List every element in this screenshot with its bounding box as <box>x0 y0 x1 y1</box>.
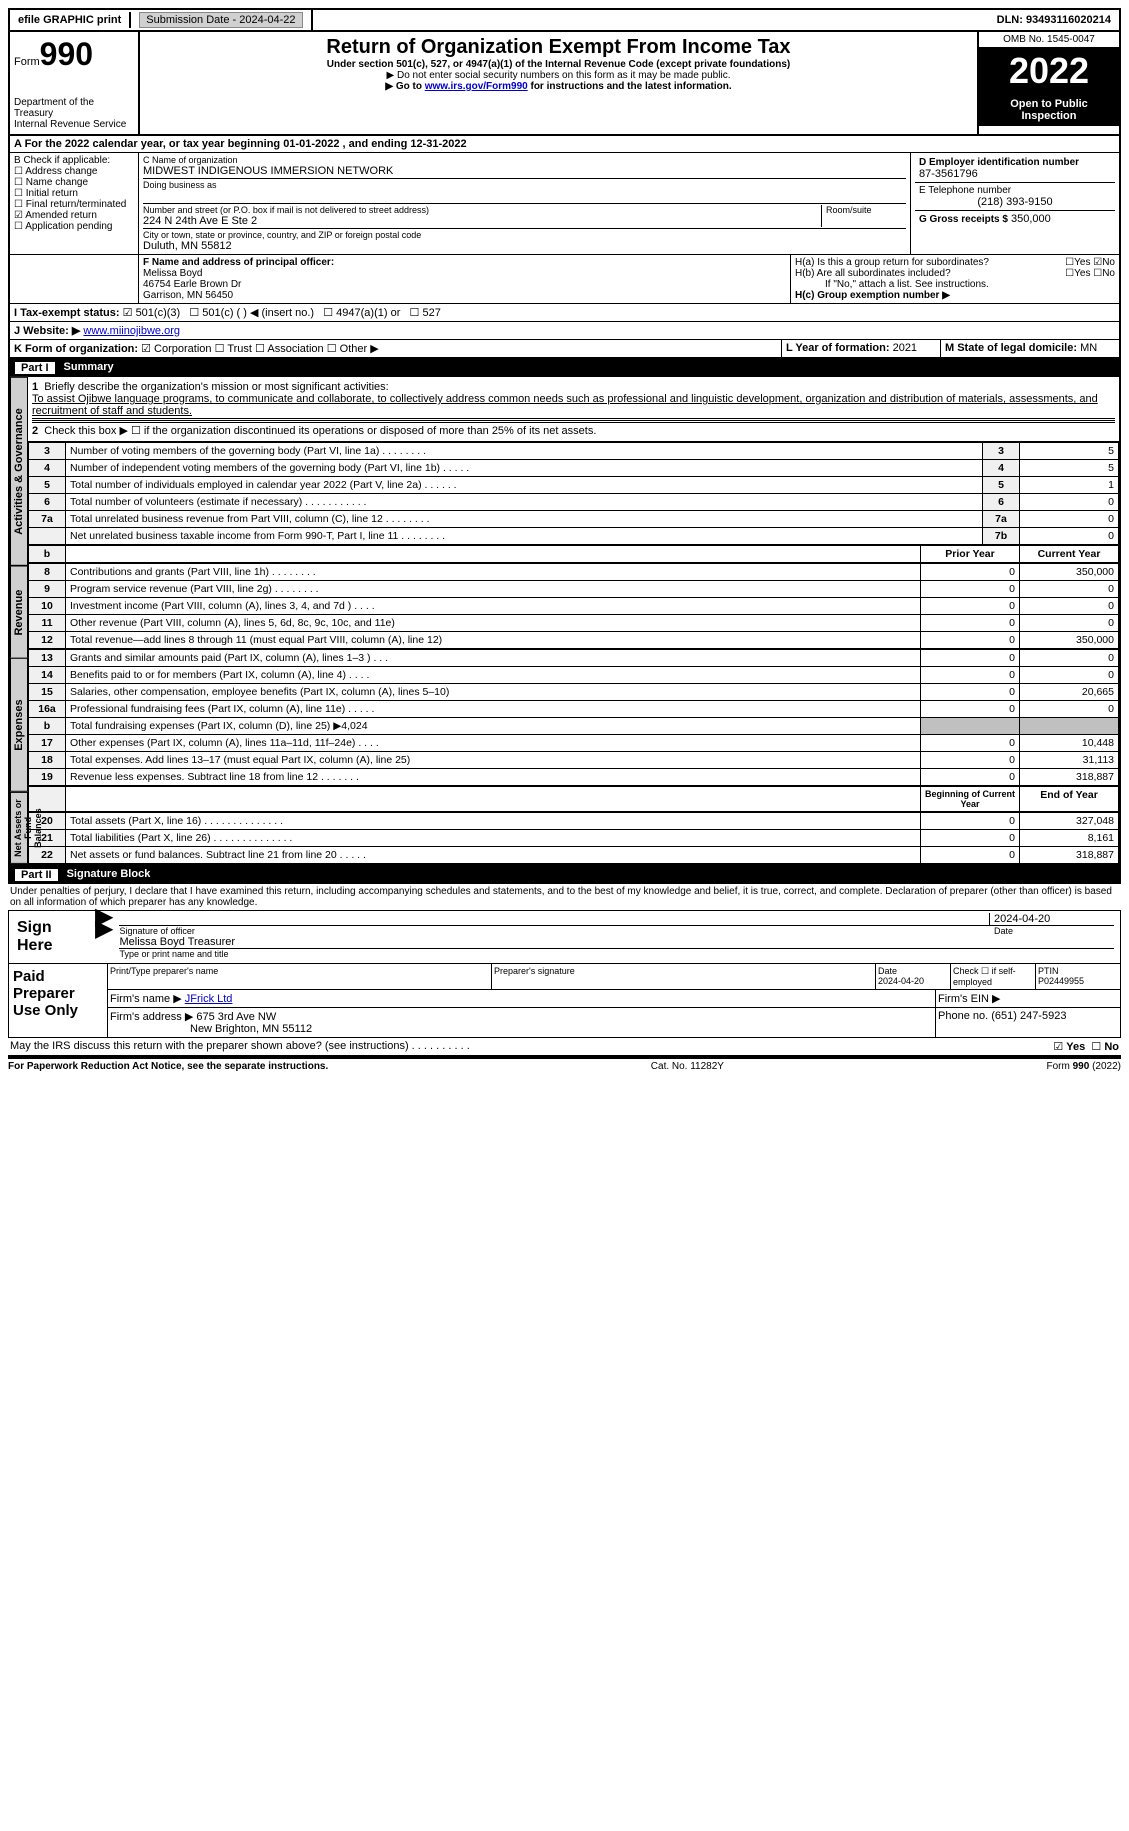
box-b-option[interactable]: ☐ Initial return <box>14 188 134 199</box>
footer: For Paperwork Reduction Act Notice, see … <box>8 1057 1121 1072</box>
tax-year: 2022 <box>979 48 1119 94</box>
paid-prep-label: Paid Preparer Use Only <box>9 964 107 1037</box>
telephone: (218) 393-9150 <box>919 196 1111 208</box>
box-c-name-label: C Name of organization <box>143 155 906 165</box>
irs-link[interactable]: www.irs.gov/Form990 <box>425 81 528 92</box>
table-row: 17Other expenses (Part IX, column (A), l… <box>29 735 1119 752</box>
box-e-label: E Telephone number <box>919 185 1111 196</box>
discuss-text: May the IRS discuss this return with the… <box>10 1040 470 1053</box>
table-row: 18Total expenses. Add lines 13–17 (must … <box>29 752 1119 769</box>
form-number: 990 <box>40 36 93 72</box>
org-city: Duluth, MN 55812 <box>143 240 906 252</box>
dba-label: Doing business as <box>143 180 906 190</box>
table-row: 9Program service revenue (Part VIII, lin… <box>29 581 1119 598</box>
form-label: Form <box>14 56 40 68</box>
firm-link[interactable]: JFrick Ltd <box>185 993 233 1005</box>
hb-label: H(b) Are all subordinates included? <box>795 268 951 279</box>
line-j: J Website: ▶ www.miinojibwe.org <box>8 322 1121 340</box>
box-b-option[interactable]: ☐ Address change <box>14 166 134 177</box>
line-i: I Tax-exempt status: ☑ 501(c)(3) ☐ 501(c… <box>8 304 1121 322</box>
hb-note: If "No," attach a list. See instructions… <box>795 279 1115 290</box>
table-row: 16aProfessional fundraising fees (Part I… <box>29 701 1119 718</box>
arrow-icon: ▶▶ <box>95 911 113 963</box>
table-row: 11Other revenue (Part VIII, column (A), … <box>29 615 1119 632</box>
table-row: 19Revenue less expenses. Subtract line 1… <box>29 769 1119 786</box>
org-name: MIDWEST INDIGENOUS IMMERSION NETWORK <box>143 165 906 177</box>
dept-treasury: Department of the Treasury <box>14 97 134 119</box>
form-header: Form990 Department of the Treasury Inter… <box>8 32 1121 136</box>
mission-label: Briefly describe the organization's miss… <box>44 381 388 393</box>
box-b-option[interactable]: ☐ Name change <box>14 177 134 188</box>
box-f-label: F Name and address of principal officer: <box>143 257 786 268</box>
form-title: Return of Organization Exempt From Incom… <box>144 36 973 59</box>
table-row: 13Grants and similar amounts paid (Part … <box>29 650 1119 667</box>
table-row: 8Contributions and grants (Part VIII, li… <box>29 564 1119 581</box>
part2-header: Part IISignature Block <box>8 866 1121 884</box>
tab-netassets: Net Assets or Fund Balances <box>10 792 28 864</box>
addr-label: Number and street (or P.O. box if mail i… <box>143 205 821 215</box>
topbar: efile GRAPHIC print Submission Date - 20… <box>8 8 1121 32</box>
form-subtitle: Under section 501(c), 527, or 4947(a)(1)… <box>144 59 973 70</box>
sig-officer-label: Signature of officer <box>119 926 990 936</box>
table-row: 12Total revenue—add lines 8 through 11 (… <box>29 632 1119 649</box>
mission-text: To assist Ojibwe language programs, to c… <box>32 393 1115 417</box>
table-row: 15Salaries, other compensation, employee… <box>29 684 1119 701</box>
section-fh: F Name and address of principal officer:… <box>8 255 1121 304</box>
part1-header: Part ISummary <box>8 359 1121 377</box>
box-b-option[interactable]: ☐ Application pending <box>14 221 134 232</box>
hc-label: H(c) Group exemption number ▶ <box>795 290 1115 301</box>
city-label: City or town, state or province, country… <box>143 230 906 240</box>
table-row: 14Benefits paid to or for members (Part … <box>29 667 1119 684</box>
box-d-label: D Employer identification number <box>919 157 1111 168</box>
table-row: 21Total liabilities (Part X, line 26) . … <box>29 830 1119 847</box>
box-g-label: G Gross receipts $ <box>919 214 1008 225</box>
tab-activities: Activities & Governance <box>10 377 28 566</box>
officer-addr1: 46754 Earle Brown Dr <box>143 279 786 290</box>
room-label: Room/suite <box>821 205 906 227</box>
sig-date: 2024-04-20 <box>989 913 1114 926</box>
dln: DLN: 93493116020214 <box>989 12 1119 28</box>
website-link[interactable]: www.miinojibwe.org <box>83 325 180 337</box>
table-row: 22Net assets or fund balances. Subtract … <box>29 847 1119 864</box>
tab-revenue: Revenue <box>10 566 28 659</box>
table-row: bTotal fundraising expenses (Part IX, co… <box>29 718 1119 735</box>
gross-receipts: 350,000 <box>1011 213 1051 225</box>
omb-number: OMB No. 1545-0047 <box>979 32 1119 48</box>
sign-here-label: Sign Here <box>9 911 95 963</box>
form-version: Form 990 (2022) <box>1047 1061 1121 1072</box>
table-row: 10Investment income (Part VIII, column (… <box>29 598 1119 615</box>
officer-addr2: Garrison, MN 56450 <box>143 290 786 301</box>
box-b-option[interactable]: ☐ Final return/terminated <box>14 199 134 210</box>
line-klm: K Form of organization: ☑ Corporation ☐ … <box>8 340 1121 359</box>
ein: 87-3561796 <box>919 168 1111 180</box>
open-inspection: Open to Public Inspection <box>979 94 1119 126</box>
note-ssn: ▶ Do not enter social security numbers o… <box>144 70 973 81</box>
ha-label: H(a) Is this a group return for subordin… <box>795 257 989 268</box>
line2-text: Check this box ▶ ☐ if the organization d… <box>44 425 596 437</box>
tab-expenses: Expenses <box>10 658 28 792</box>
line-a: A For the 2022 calendar year, or tax yea… <box>8 136 1121 153</box>
section-bcdeg: B Check if applicable: ☐ Address change☐… <box>8 153 1121 255</box>
efile-label: efile GRAPHIC print <box>10 12 131 28</box>
box-b-option[interactable]: ☑ Amended return <box>14 210 134 221</box>
box-b-title: B Check if applicable: <box>14 155 134 166</box>
table-row: 20Total assets (Part X, line 16) . . . .… <box>29 813 1119 830</box>
type-name-label: Type or print name and title <box>119 949 1114 959</box>
officer-name: Melissa Boyd <box>143 268 786 279</box>
officer-sig-name: Melissa Boyd Treasurer <box>119 936 1114 949</box>
irs-label: Internal Revenue Service <box>14 119 134 130</box>
note-goto: ▶ Go to www.irs.gov/Form990 for instruct… <box>144 81 973 92</box>
sig-declaration: Under penalties of perjury, I declare th… <box>8 884 1121 910</box>
sig-date-label: Date <box>990 926 1114 936</box>
org-address: 224 N 24th Ave E Ste 2 <box>143 215 821 227</box>
submission-date-button[interactable]: Submission Date - 2024-04-22 <box>139 12 302 28</box>
